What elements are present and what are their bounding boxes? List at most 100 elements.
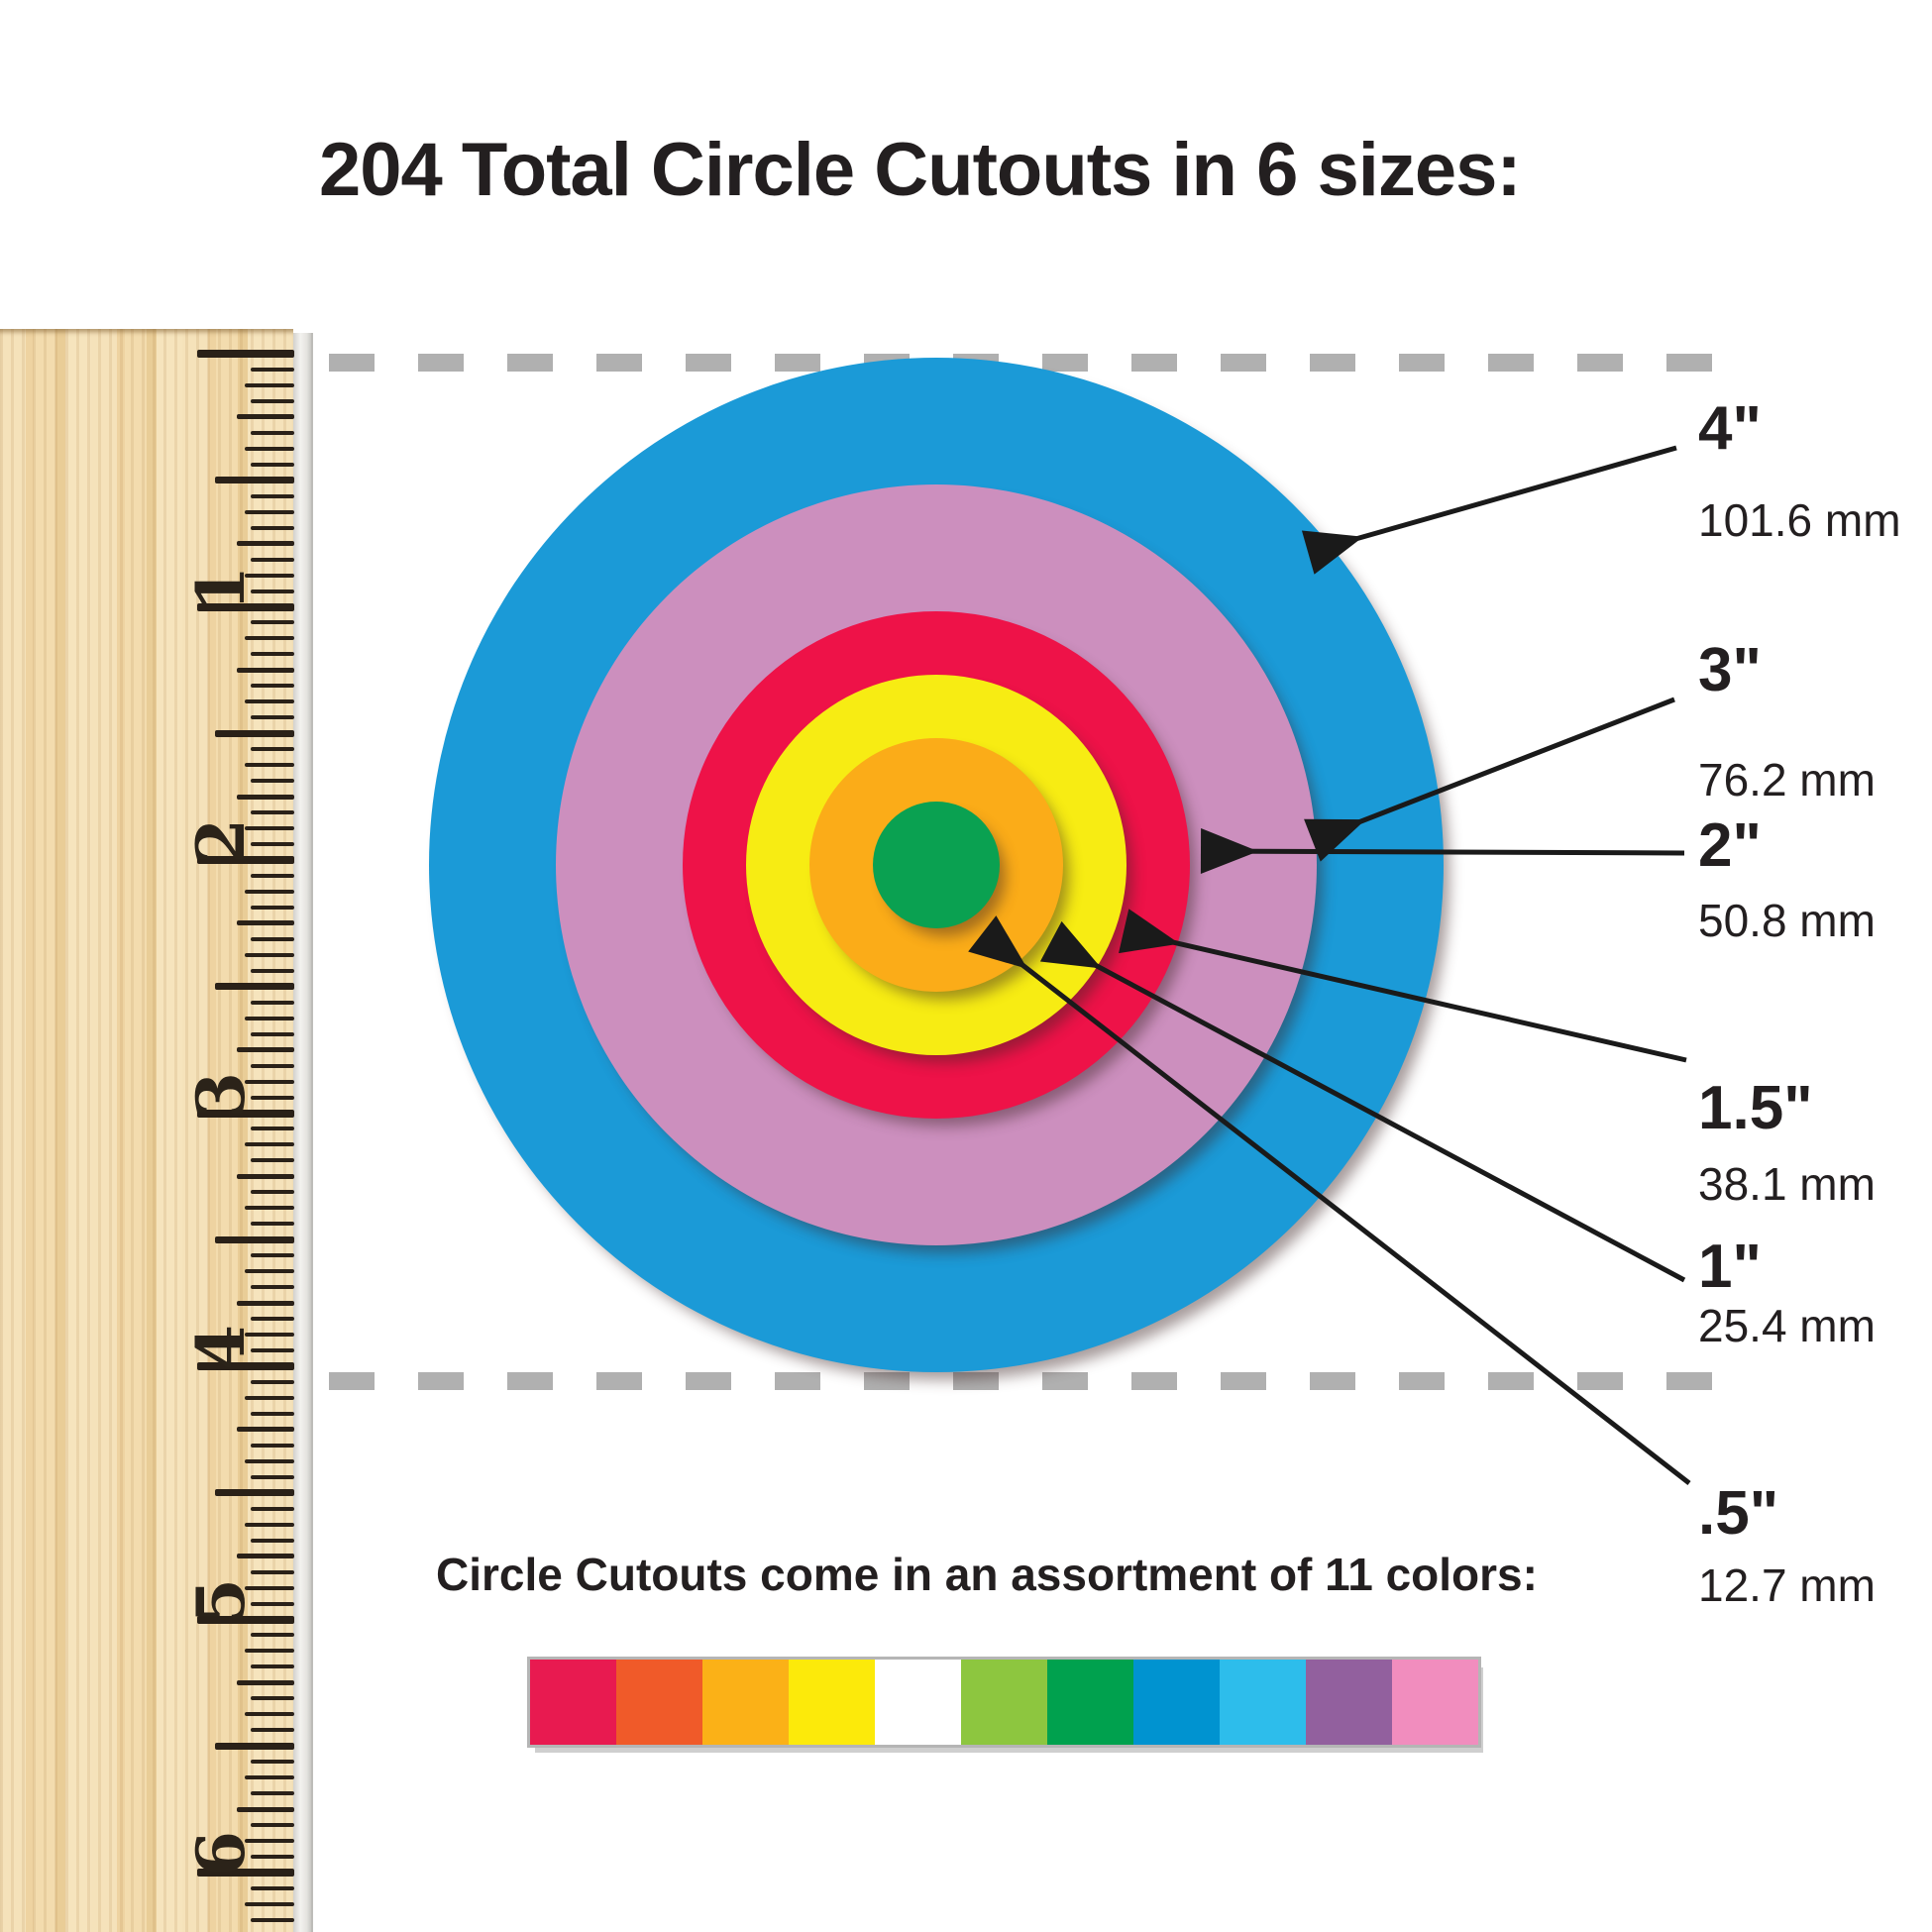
ruler-sub-tick [251,1760,294,1765]
ruler-sub-tick [251,1633,294,1638]
ruler-sub-tick [245,636,294,641]
ruler-sub-tick [251,1411,294,1416]
ruler-sub-tick [251,589,294,593]
ruler-sub-tick [237,794,294,800]
ruler-sub-tick [251,557,294,562]
ruler-sub-tick [245,699,294,704]
ruler-inch-tick [197,1615,294,1624]
ruler-sub-tick [245,1206,294,1211]
swatch-green [1047,1660,1133,1745]
ruler-sub-tick [251,367,294,372]
ruler-sub-tick [245,1079,294,1084]
ruler-sub-tick [245,952,294,957]
ruler-sub-tick [245,763,294,768]
swatch-yellow-green [961,1660,1047,1745]
ruler-sub-tick [251,1474,294,1479]
ruler-sub-tick [245,1839,294,1844]
ruler-sub-tick [245,509,294,514]
ruler-sub-tick [251,968,294,973]
ruler-sub-tick [251,1696,294,1701]
ruler-sub-tick [245,573,294,578]
ruler-sub-tick [215,1742,294,1750]
size-label-inch-4: 1.5" [1698,1074,1813,1142]
ruler-sub-tick [245,889,294,894]
ruler-sub-tick [237,1427,294,1433]
ruler-sub-tick [251,873,294,878]
ruler-sub-tick [251,1000,294,1005]
ruler-sub-tick [245,1649,294,1654]
ruler-sub-tick [245,1585,294,1590]
size-label-mm-1: 101.6 mm [1698,494,1901,546]
ruler-sub-tick [251,1190,294,1195]
ruler-sub-tick [245,446,294,451]
size-label-inch-1: 4" [1698,394,1762,463]
subtitle: Circle Cutouts come in an assortment of … [436,1549,1538,1600]
ruler-sub-tick [237,667,294,673]
ruler-sub-tick [251,1063,294,1068]
ruler-number-3: 3 [182,1071,260,1118]
ruler-sub-tick [237,541,294,547]
ruler-sub-tick [251,1506,294,1511]
ruler-inch-tick [197,1109,294,1118]
ruler-sub-tick [237,414,294,420]
ruler-sub-tick [237,1679,294,1685]
ruler-sub-tick [251,1917,294,1922]
ruler-sub-tick [251,462,294,467]
dashed-line-top-guide [329,354,1722,372]
ruler-sub-tick [251,493,294,498]
ruler-sub-tick [251,620,294,625]
ruler-inch-tick [197,856,294,864]
ruler-sub-tick [237,1047,294,1053]
swatch-yellow [789,1660,875,1745]
ruler-sub-tick [251,1158,294,1163]
ruler-sub-tick [251,1728,294,1733]
ruler-sub-tick [251,1538,294,1543]
ruler-sub-tick [251,1253,294,1258]
ruler-sub-tick [251,1379,294,1384]
swatch-sky-blue [1220,1660,1306,1745]
ruler-sub-tick [251,779,294,784]
ruler-number-5: 5 [182,1577,260,1624]
ruler-sub-tick [245,1522,294,1527]
ruler-sub-tick [251,1569,294,1574]
size-label-mm-3: 50.8 mm [1698,895,1876,946]
swatch-pink [1392,1660,1478,1745]
size-label-mm-5: 25.4 mm [1698,1300,1876,1351]
ruler-sub-tick [251,1601,294,1606]
ruler-inch-tick [197,602,294,611]
size-label-inch-2: 3" [1698,636,1762,704]
ruler-sub-tick [245,1016,294,1020]
ruler-sub-tick [245,1712,294,1717]
ruler-sub-tick [245,1901,294,1906]
ruler-sub-tick [251,684,294,689]
ruler-sub-tick [251,430,294,435]
size-label-inch-3: 2" [1698,811,1762,880]
ruler-sub-tick [251,1095,294,1100]
ruler-sub-tick [237,1806,294,1812]
ruler-sub-tick [245,1142,294,1147]
ruler-sub-tick [251,936,294,941]
ruler-sub-tick [245,382,294,387]
swatch-orange [616,1660,702,1745]
ruler-sub-tick [251,810,294,815]
ruler-sub-tick [215,477,294,484]
dashed-line-bottom-guide [329,1372,1746,1390]
ruler-sub-tick [251,525,294,530]
ruler-sub-tick [251,1664,294,1669]
ruler-sub-tick [245,1458,294,1463]
ruler-sub-tick [245,1395,294,1400]
cutout-circle-green-0.5in [873,802,1000,928]
ruler-sub-tick [245,1775,294,1780]
swatch-amber [702,1660,789,1745]
leader-arrow-1 [1301,445,1677,575]
ruler-sub-tick [251,398,294,403]
swatch-purple [1306,1660,1392,1745]
ruler-sub-tick [251,1285,294,1290]
ruler-sub-tick [251,1348,294,1353]
size-label-mm-2: 76.2 mm [1698,754,1876,805]
ruler-sub-tick [251,1222,294,1227]
ruler-sub-tick [251,652,294,657]
ruler-sub-tick [251,1885,294,1890]
ruler-number-6: 6 [182,1831,260,1877]
